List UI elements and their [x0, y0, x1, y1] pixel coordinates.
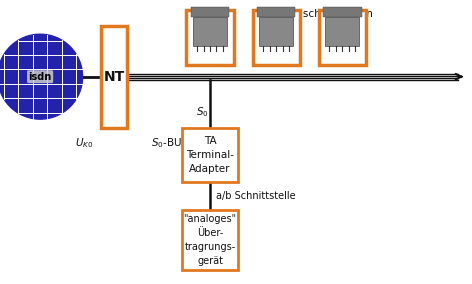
- FancyBboxPatch shape: [259, 17, 293, 46]
- FancyBboxPatch shape: [101, 26, 127, 128]
- Text: $S_0$-BUS: $S_0$-BUS: [151, 136, 189, 150]
- Text: $U_{K0}$: $U_{K0}$: [75, 136, 93, 150]
- FancyBboxPatch shape: [186, 10, 234, 65]
- FancyBboxPatch shape: [191, 7, 229, 17]
- Text: NT: NT: [104, 70, 125, 84]
- FancyBboxPatch shape: [182, 128, 238, 182]
- FancyBboxPatch shape: [253, 10, 300, 65]
- Text: TA
Terminal-
Adapter: TA Terminal- Adapter: [186, 136, 234, 174]
- FancyBboxPatch shape: [323, 7, 362, 17]
- Text: IAE-Anschlussdosen: IAE-Anschlussdosen: [269, 9, 373, 18]
- Text: isdn: isdn: [28, 72, 52, 82]
- FancyBboxPatch shape: [325, 17, 359, 46]
- Text: "analoges"
Über-
tragrungs-
gerät: "analoges" Über- tragrungs- gerät: [184, 214, 236, 266]
- Text: $S_0$: $S_0$: [196, 105, 209, 119]
- FancyBboxPatch shape: [182, 210, 238, 270]
- FancyBboxPatch shape: [319, 10, 366, 65]
- Ellipse shape: [0, 34, 83, 119]
- FancyBboxPatch shape: [193, 17, 227, 46]
- FancyBboxPatch shape: [257, 7, 295, 17]
- Text: a/b Schnittstelle: a/b Schnittstelle: [216, 191, 295, 201]
